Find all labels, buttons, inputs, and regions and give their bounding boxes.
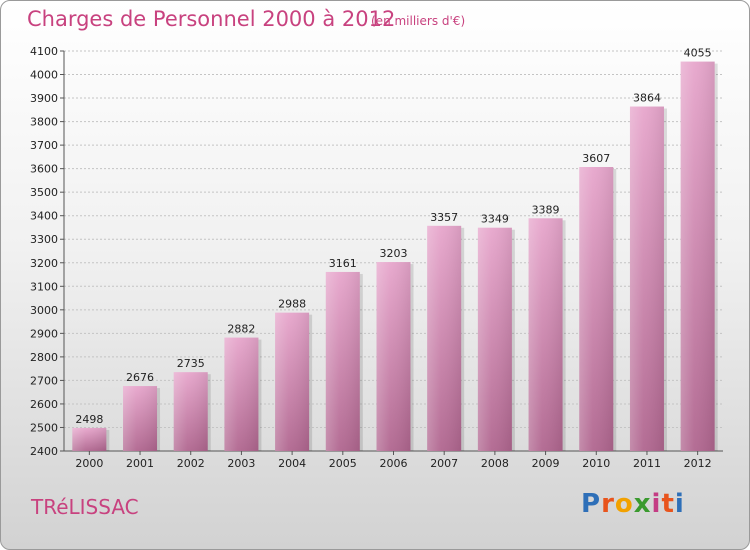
bar-highlight bbox=[325, 271, 360, 451]
bar-value-label: 2676 bbox=[126, 371, 154, 384]
bar-highlight bbox=[123, 386, 158, 451]
x-tick-label: 2000 bbox=[75, 457, 103, 470]
y-tick-label: 2400 bbox=[30, 445, 58, 458]
logo-letter: o bbox=[614, 489, 634, 519]
bar-highlight bbox=[680, 61, 715, 452]
bar-value-label: 3357 bbox=[430, 211, 458, 224]
x-tick-label: 2012 bbox=[684, 457, 712, 470]
logo-letter: r bbox=[601, 489, 615, 519]
y-tick-label: 3700 bbox=[30, 139, 58, 152]
y-tick-label: 2700 bbox=[30, 374, 58, 387]
bar-highlight bbox=[275, 312, 310, 451]
x-tick-label: 2003 bbox=[227, 457, 255, 470]
bar-value-label: 2988 bbox=[278, 298, 306, 311]
chart-title: Charges de Personnel 2000 à 2012 bbox=[27, 7, 396, 31]
y-tick-label: 3800 bbox=[30, 116, 58, 129]
bar-highlight bbox=[629, 106, 664, 451]
y-tick-label: 3900 bbox=[30, 92, 58, 105]
bar-highlight bbox=[224, 337, 259, 451]
logo-letter: P bbox=[581, 489, 602, 519]
x-tick-label: 2005 bbox=[329, 457, 357, 470]
y-tick-label: 3500 bbox=[30, 186, 58, 199]
y-tick-label: 3400 bbox=[30, 210, 58, 223]
bar-highlight bbox=[72, 427, 107, 451]
bar-value-label: 3389 bbox=[532, 203, 560, 216]
bar-highlight bbox=[376, 262, 411, 451]
x-tick-label: 2011 bbox=[633, 457, 661, 470]
logo-letter: i bbox=[674, 489, 685, 519]
bar-value-label: 2735 bbox=[177, 357, 205, 370]
y-tick-label: 2500 bbox=[30, 421, 58, 434]
y-tick-label: 3200 bbox=[30, 257, 58, 270]
x-tick-label: 2007 bbox=[430, 457, 458, 470]
y-tick-label: 3100 bbox=[30, 280, 58, 293]
y-tick-label: 2900 bbox=[30, 327, 58, 340]
bar-highlight bbox=[477, 227, 512, 451]
bar-value-label: 4055 bbox=[684, 47, 712, 60]
x-tick-label: 2004 bbox=[278, 457, 306, 470]
bar-value-label: 3607 bbox=[582, 152, 610, 165]
bar-highlight bbox=[528, 218, 563, 451]
y-tick-label: 3000 bbox=[30, 304, 58, 317]
chart-subtitle: (en milliers d'€) bbox=[371, 14, 466, 28]
logo-letter: i bbox=[651, 489, 662, 519]
bar-value-label: 2498 bbox=[75, 413, 103, 426]
x-tick-label: 2006 bbox=[380, 457, 408, 470]
logo-letter: t bbox=[661, 489, 675, 519]
bar-value-label: 2882 bbox=[227, 323, 255, 336]
x-tick-label: 2001 bbox=[126, 457, 154, 470]
x-tick-label: 2002 bbox=[177, 457, 205, 470]
bar-value-label: 3161 bbox=[329, 257, 357, 270]
x-tick-label: 2010 bbox=[582, 457, 610, 470]
bar-highlight bbox=[173, 372, 208, 451]
bar-value-label: 3203 bbox=[380, 247, 408, 260]
y-tick-label: 3300 bbox=[30, 233, 58, 246]
y-tick-label: 2600 bbox=[30, 398, 58, 411]
y-tick-label: 4000 bbox=[30, 69, 58, 82]
y-tick-label: 2800 bbox=[30, 351, 58, 364]
logo-letter: x bbox=[633, 489, 652, 519]
y-tick-label: 3600 bbox=[30, 163, 58, 176]
bar-value-label: 3864 bbox=[633, 92, 661, 105]
commune-name: TRéLISSAC bbox=[31, 495, 139, 519]
bar-highlight bbox=[579, 167, 614, 451]
x-tick-label: 2009 bbox=[532, 457, 560, 470]
proxiti-logo: Proxiti bbox=[581, 489, 685, 519]
y-tick-label: 4100 bbox=[30, 45, 58, 58]
bar-value-label: 3349 bbox=[481, 213, 509, 226]
x-tick-label: 2008 bbox=[481, 457, 509, 470]
bar-highlight bbox=[427, 225, 462, 451]
